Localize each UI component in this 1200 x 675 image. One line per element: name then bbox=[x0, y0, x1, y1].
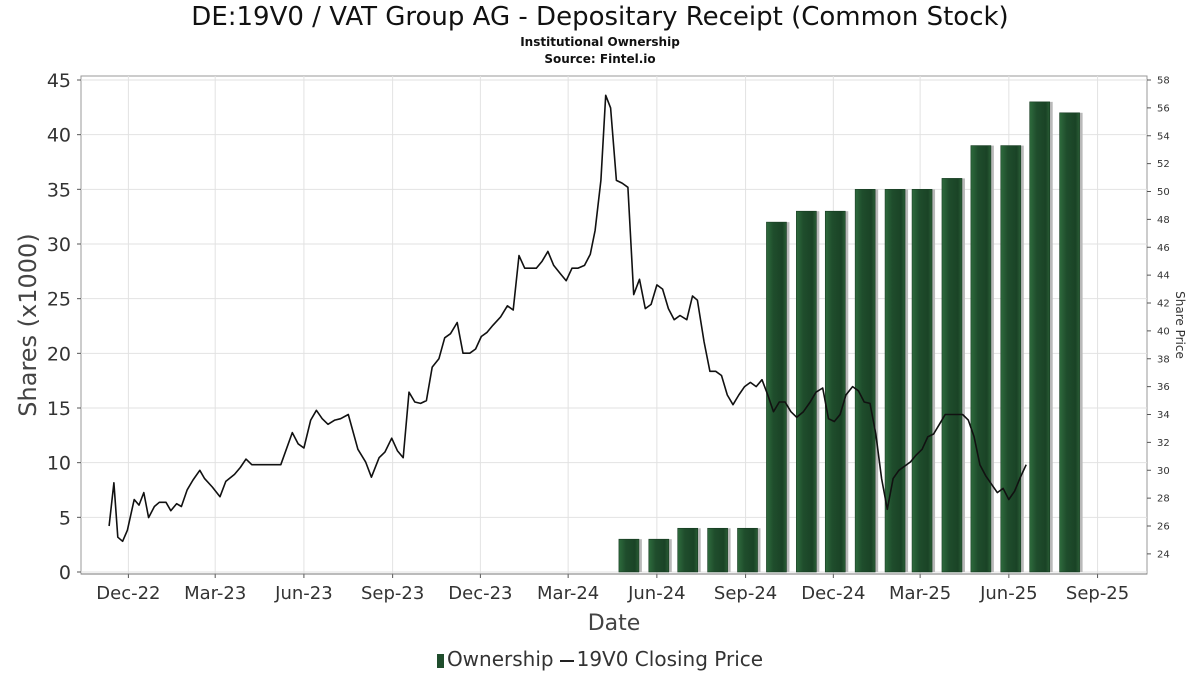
ownership-bar bbox=[854, 189, 876, 573]
x-tick-label: Dec-23 bbox=[448, 583, 512, 604]
chart-title: DE:19V0 / VAT Group AG - Depositary Rece… bbox=[191, 2, 1009, 32]
price-line-layer bbox=[108, 94, 1027, 543]
y-tick-label: 40 bbox=[47, 125, 71, 147]
chart-source: Source: Fintel.io bbox=[544, 52, 656, 66]
ownership-bar bbox=[824, 210, 846, 573]
y2-tick-label: 48 bbox=[1157, 215, 1170, 226]
y2-tick-label: 58 bbox=[1157, 76, 1170, 87]
y-tick-label: 5 bbox=[59, 507, 71, 529]
y2-tick-label: 54 bbox=[1157, 131, 1170, 142]
y2-tick-label: 50 bbox=[1157, 187, 1170, 198]
legend-ownership-label: Ownership bbox=[446, 647, 554, 671]
y2-tick-label: 46 bbox=[1157, 243, 1170, 254]
y-tick-label: 20 bbox=[47, 343, 71, 365]
x-tick-label: Mar-24 bbox=[537, 583, 599, 604]
legend-price-label: 19V0 Closing Price bbox=[576, 647, 764, 671]
x-tick-label: Dec-22 bbox=[96, 583, 160, 604]
x-tick-label: Jun-24 bbox=[627, 583, 686, 604]
ownership-bars bbox=[618, 101, 1083, 573]
y-tick-label: 15 bbox=[47, 398, 71, 420]
ownership-bar bbox=[766, 221, 787, 573]
y2-tick-label: 40 bbox=[1157, 326, 1170, 337]
x-tick-label: Sep-23 bbox=[361, 583, 424, 604]
y2-tick-label: 30 bbox=[1157, 466, 1170, 477]
y-tick-label: 10 bbox=[47, 453, 71, 475]
ownership-bar bbox=[796, 210, 817, 573]
ownership-bar bbox=[1000, 145, 1022, 573]
x-tick-label: Jun-25 bbox=[979, 583, 1038, 604]
y2-axis-label: Share Price bbox=[1173, 291, 1187, 359]
y2-tick-label: 56 bbox=[1157, 103, 1170, 114]
y-tick-label: 0 bbox=[59, 562, 71, 584]
y2-tick-label: 42 bbox=[1157, 299, 1170, 310]
ownership-bar bbox=[707, 527, 728, 573]
ownership-bar bbox=[941, 178, 963, 573]
x-tick-label: Sep-24 bbox=[714, 583, 777, 604]
x-tick-label: Mar-25 bbox=[889, 583, 951, 604]
x-tick-label: Dec-24 bbox=[801, 583, 865, 604]
ownership-bar bbox=[677, 527, 699, 573]
ownership-bar bbox=[618, 538, 640, 573]
x-axis-label: Date bbox=[588, 611, 641, 636]
legend: Ownership 19V0 Closing Price bbox=[0, 647, 1200, 671]
y-tick-label: 35 bbox=[47, 179, 71, 201]
y-tick-label: 45 bbox=[47, 70, 71, 92]
y2-tick-label: 34 bbox=[1157, 410, 1170, 421]
y2-tick-label: 44 bbox=[1157, 271, 1170, 282]
ownership-bar bbox=[1059, 112, 1080, 573]
price-line bbox=[108, 94, 1027, 543]
y-axis-label: Shares (x1000) bbox=[14, 233, 42, 416]
legend-ownership-swatch bbox=[436, 653, 444, 668]
chart-svg: Dec-22 Mar-23 Jun-23 Sep-23 Dec-23 Mar-24 Jun-… bbox=[14, 70, 1187, 636]
ownership-bar bbox=[1029, 101, 1051, 573]
y-tick-label: 30 bbox=[47, 234, 71, 256]
ownership-bar bbox=[648, 538, 670, 573]
x-tick-label: Mar-23 bbox=[184, 583, 246, 604]
y2-tick-label: 32 bbox=[1157, 438, 1170, 449]
x-tick-label: Sep-25 bbox=[1066, 583, 1129, 604]
axes: Dec-22 Mar-23 Jun-23 Sep-23 Dec-23 Mar-24 Jun-… bbox=[47, 70, 1170, 604]
chart-subtitle: Institutional Ownership bbox=[520, 35, 680, 49]
y2-tick-label: 24 bbox=[1157, 549, 1170, 560]
y2-tick-label: 38 bbox=[1157, 354, 1170, 365]
y2-tick-label: 52 bbox=[1157, 159, 1170, 170]
ownership-bar bbox=[970, 145, 992, 573]
y2-tick-label: 36 bbox=[1157, 382, 1170, 393]
y-tick-label: 25 bbox=[47, 289, 71, 311]
y2-tick-label: 26 bbox=[1157, 522, 1170, 533]
ownership-bar bbox=[737, 527, 758, 573]
ownership-bar bbox=[911, 189, 933, 573]
legend-price-swatch bbox=[559, 659, 574, 662]
y2-tick-label: 28 bbox=[1157, 494, 1170, 505]
x-tick-label: Jun-23 bbox=[274, 583, 333, 604]
ownership-bar bbox=[884, 189, 906, 573]
